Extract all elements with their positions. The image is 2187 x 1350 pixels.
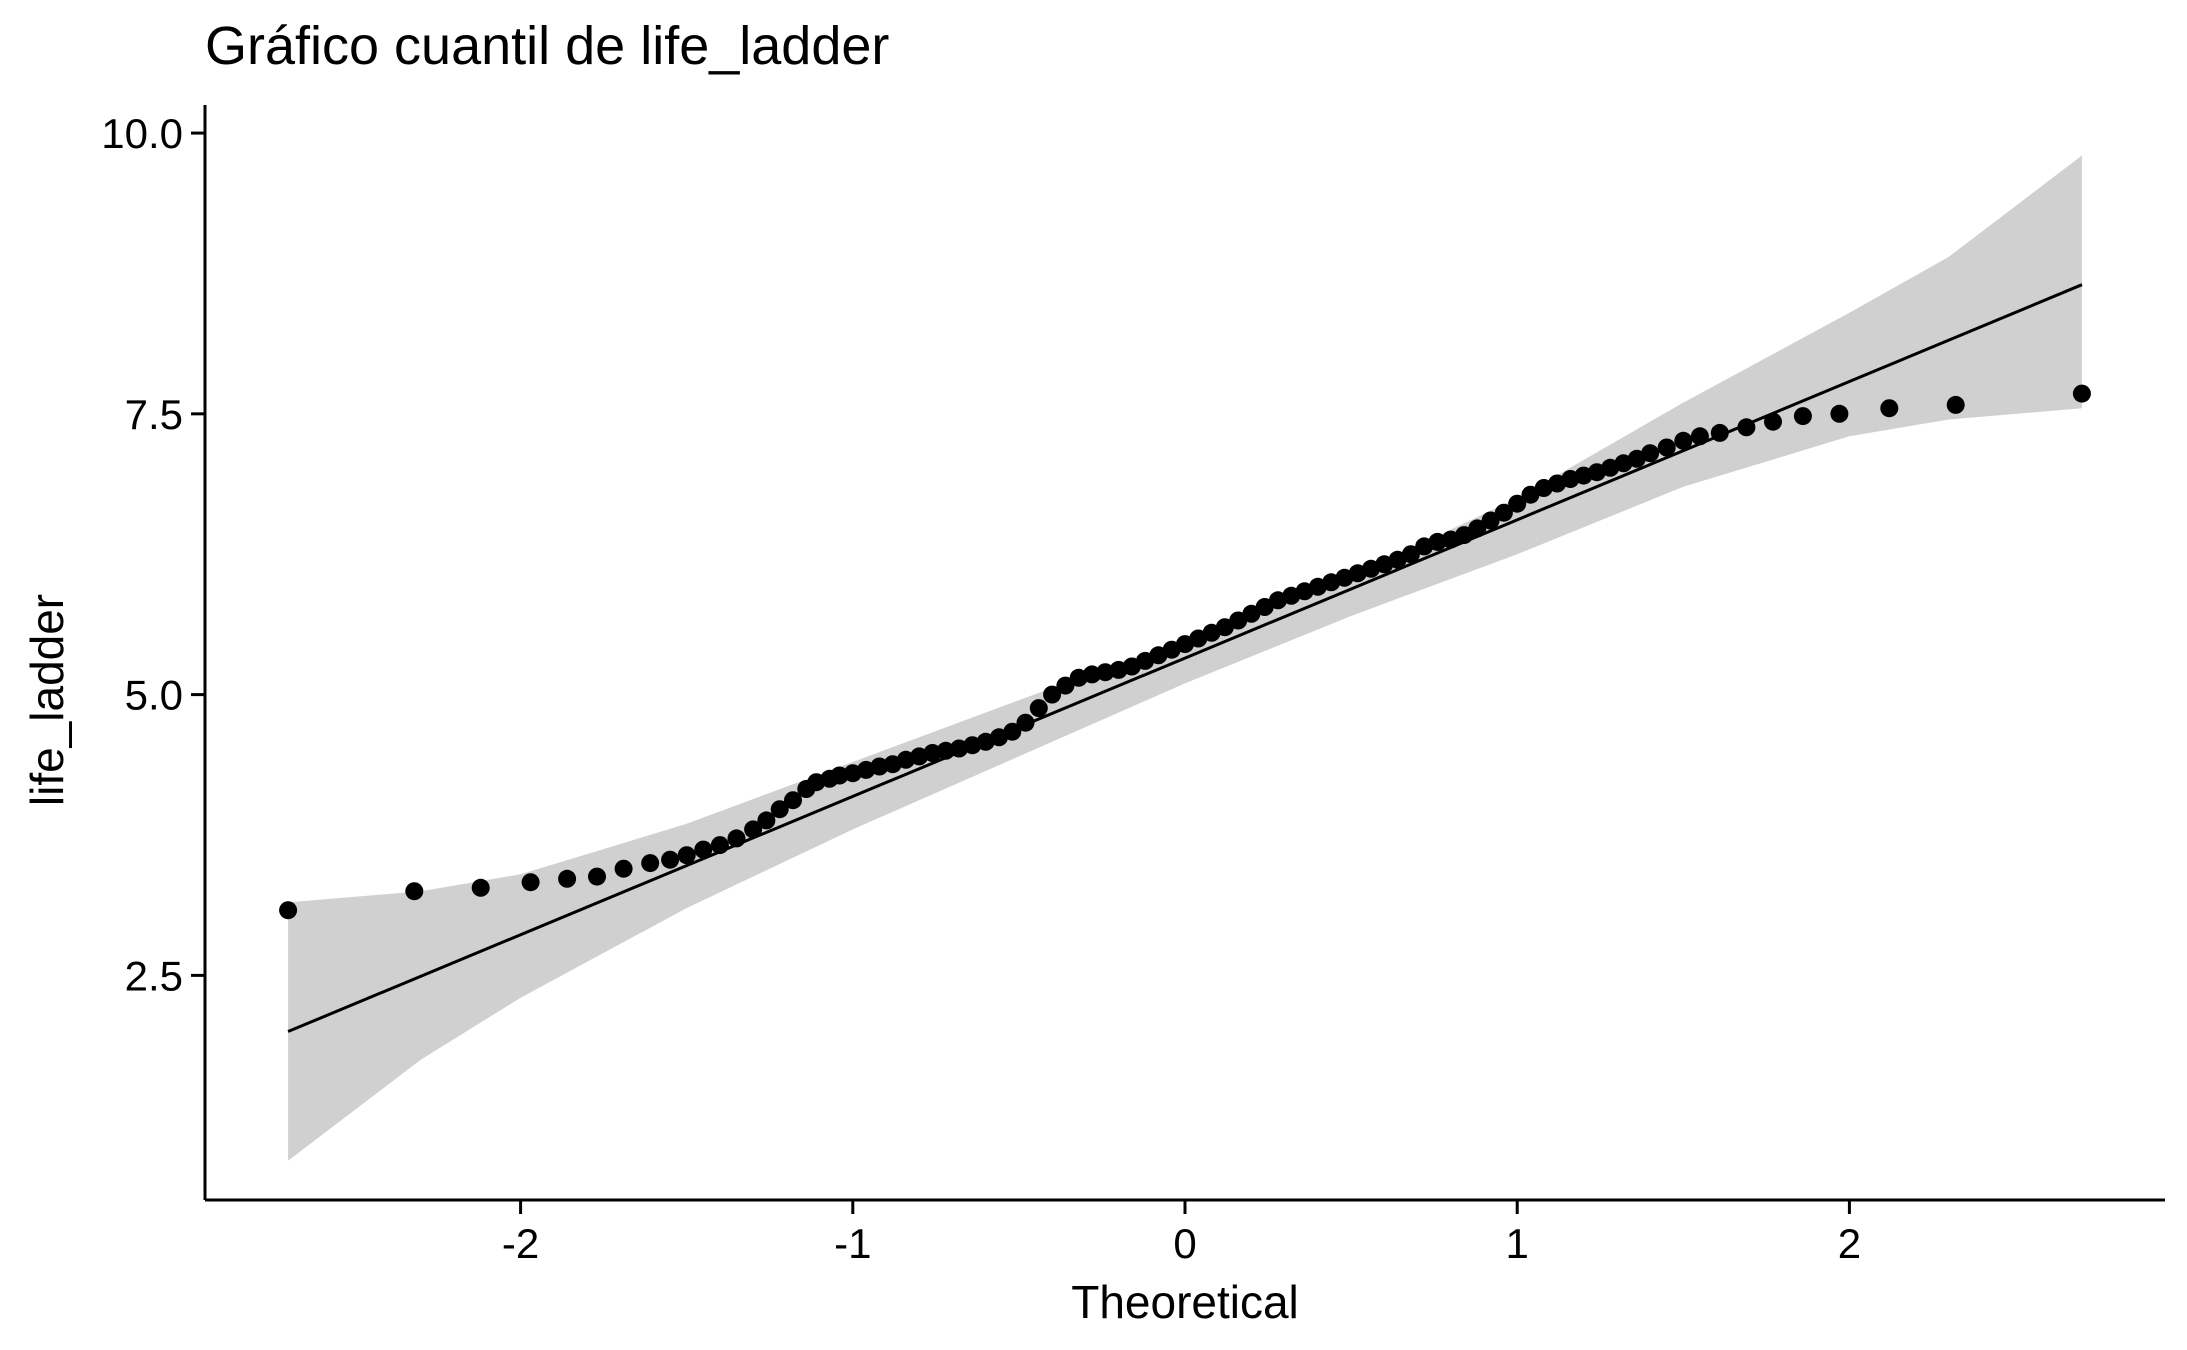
y-axis: 2.5 5.0 7.5 10.0 [101, 105, 207, 1200]
data-point [1029, 699, 1048, 718]
x-tick-label: 1 [1506, 1220, 1529, 1267]
x-axis-title: Theoretical [1071, 1276, 1299, 1328]
y-tick-label: 2.5 [125, 952, 183, 999]
data-point [1641, 444, 1660, 463]
data-point [588, 867, 606, 886]
data-point [1468, 519, 1487, 538]
data-point [1710, 423, 1729, 442]
data-point [784, 791, 802, 810]
x-tick-label: -1 [834, 1220, 871, 1267]
data-point [641, 854, 660, 873]
data-point [1764, 412, 1782, 431]
x-tick-label: 2 [1838, 1220, 1861, 1267]
data-point [405, 882, 424, 901]
data-point [923, 744, 942, 762]
data-point [1003, 722, 1022, 741]
chart-title: Gráfico cuantil de life_ladder [205, 16, 889, 76]
data-point [727, 829, 746, 848]
y-tick-label: 10.0 [101, 110, 183, 157]
data-point [1096, 663, 1115, 682]
data-point [1481, 511, 1500, 530]
data-point [661, 850, 680, 869]
data-point [1083, 665, 1101, 684]
data-point [1508, 494, 1527, 513]
data-point [694, 840, 713, 859]
reference-line [287, 283, 2083, 1033]
data-point [1056, 676, 1075, 695]
data-point [1690, 427, 1709, 446]
data-point [279, 901, 298, 920]
data-point [2072, 384, 2091, 403]
data-point [1255, 598, 1274, 616]
data-point [558, 869, 577, 888]
data-point [614, 859, 633, 878]
data-point [1043, 685, 1062, 704]
data-point [1215, 618, 1234, 637]
data-point [1793, 407, 1812, 426]
data-point [1674, 431, 1693, 450]
data-point [1946, 395, 1965, 414]
data-point [471, 878, 490, 897]
x-tick-label: 0 [1173, 1220, 1196, 1267]
data-point [870, 757, 889, 776]
data-point [1242, 604, 1261, 623]
data-point [1401, 545, 1420, 564]
data-point [757, 811, 776, 830]
data-point [744, 820, 763, 839]
data-point [1494, 503, 1513, 522]
data-point [770, 800, 789, 819]
data-point [1016, 713, 1035, 732]
data-point [1521, 485, 1540, 504]
data-point [1737, 418, 1756, 437]
x-tick-label: -2 [502, 1220, 539, 1267]
data-point [1428, 532, 1447, 551]
data-point [1830, 404, 1849, 423]
data-point [1657, 438, 1676, 457]
y-axis-title: life_ladder [21, 594, 73, 806]
y-tick-label: 5.0 [125, 672, 183, 719]
data-point [830, 766, 849, 785]
plot-area [279, 155, 2091, 1161]
data-point [1880, 399, 1899, 418]
data-point [677, 846, 696, 865]
data-point [521, 873, 540, 892]
y-tick-label: 7.5 [125, 391, 183, 438]
data-point [710, 836, 729, 855]
data-point [936, 741, 955, 760]
x-axis: -2 -1 0 1 2 [205, 1198, 2165, 1267]
